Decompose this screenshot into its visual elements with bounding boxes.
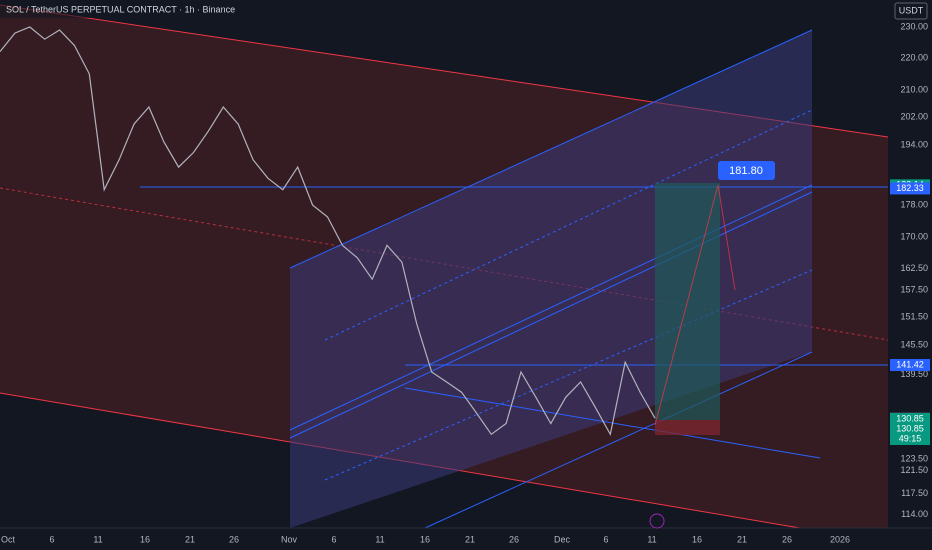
time-tick-label: 6 (331, 534, 336, 544)
price-tick-label: 178.00 (900, 200, 928, 210)
price-tick-label: 210.00 (900, 85, 928, 95)
time-tick-label: 21 (737, 534, 747, 544)
target-label: 181.80 (729, 165, 763, 177)
time-tick-label: 21 (465, 534, 475, 544)
price-tick-label: 170.00 (900, 231, 928, 241)
price-tick-label: 121.50 (900, 465, 928, 475)
header-bg (0, 0, 888, 18)
unit-box[interactable] (894, 2, 928, 20)
time-tick-label: 11 (647, 534, 656, 544)
price-tick-label: 202.00 (900, 112, 928, 122)
price-tag-label: 182.33 (896, 183, 924, 193)
time-tick-label: 21 (185, 534, 195, 544)
target-box (718, 161, 775, 180)
price-tick-label: 123.50 (900, 454, 928, 464)
loss-zone (655, 420, 720, 435)
time-tick-label: 2026 (830, 534, 850, 544)
price-tag-label: 130.85 (896, 413, 924, 423)
price-tick-label: 220.00 (900, 52, 928, 62)
time-tick-label: Dec (554, 534, 571, 544)
blue-dashed (324, 269, 813, 481)
blue-line (289, 191, 813, 439)
blue-line (424, 351, 813, 529)
countdown-time: 49:15 (899, 433, 922, 443)
time-tick-label: Nov (281, 534, 298, 544)
price-tick-label: 151.50 (900, 312, 928, 322)
time-tick-label: 6 (603, 534, 608, 544)
price-axis-bg (888, 0, 932, 550)
price-tick-label: 157.50 (900, 285, 928, 295)
price-tick-label: 139.50 (900, 369, 928, 379)
price-tag (890, 412, 930, 425)
time-tick-label: 26 (782, 534, 792, 544)
price-tick-label: 194.00 (900, 140, 928, 150)
price-tag (890, 182, 930, 195)
time-tick-label: Oct (1, 534, 16, 544)
price-tick-label: 117.50 (901, 488, 928, 498)
price-tag-label: 141.42 (896, 359, 924, 369)
title: SOL / TetherUS PERPETUAL CONTRACT · 1h ·… (6, 4, 235, 14)
time-tick-label: 11 (375, 534, 384, 544)
time-tick-label: 16 (692, 534, 702, 544)
price-tick-label: 114.00 (901, 509, 928, 519)
time-tick-label: 6 (49, 534, 54, 544)
blue-line (289, 29, 813, 269)
time-tick-label: 26 (509, 534, 519, 544)
price-tick-label: 162.50 (900, 263, 928, 273)
time-tick-label: 16 (140, 534, 150, 544)
price-line (0, 26, 656, 437)
unit[interactable]: USDT (899, 5, 924, 15)
price-tag (890, 359, 930, 372)
countdown-tag (890, 422, 930, 445)
projection (654, 184, 736, 426)
time-tick-label: 26 (229, 534, 239, 544)
countdown-price: 130.85 (896, 423, 924, 433)
event-icon[interactable] (649, 513, 665, 529)
time-tick-label: 11 (93, 534, 102, 544)
blue-channel-fill (290, 30, 812, 528)
price-tick-label: 230.00 (900, 21, 928, 31)
price-tick-label: 145.50 (900, 340, 928, 350)
time-tick-label: 16 (420, 534, 430, 544)
